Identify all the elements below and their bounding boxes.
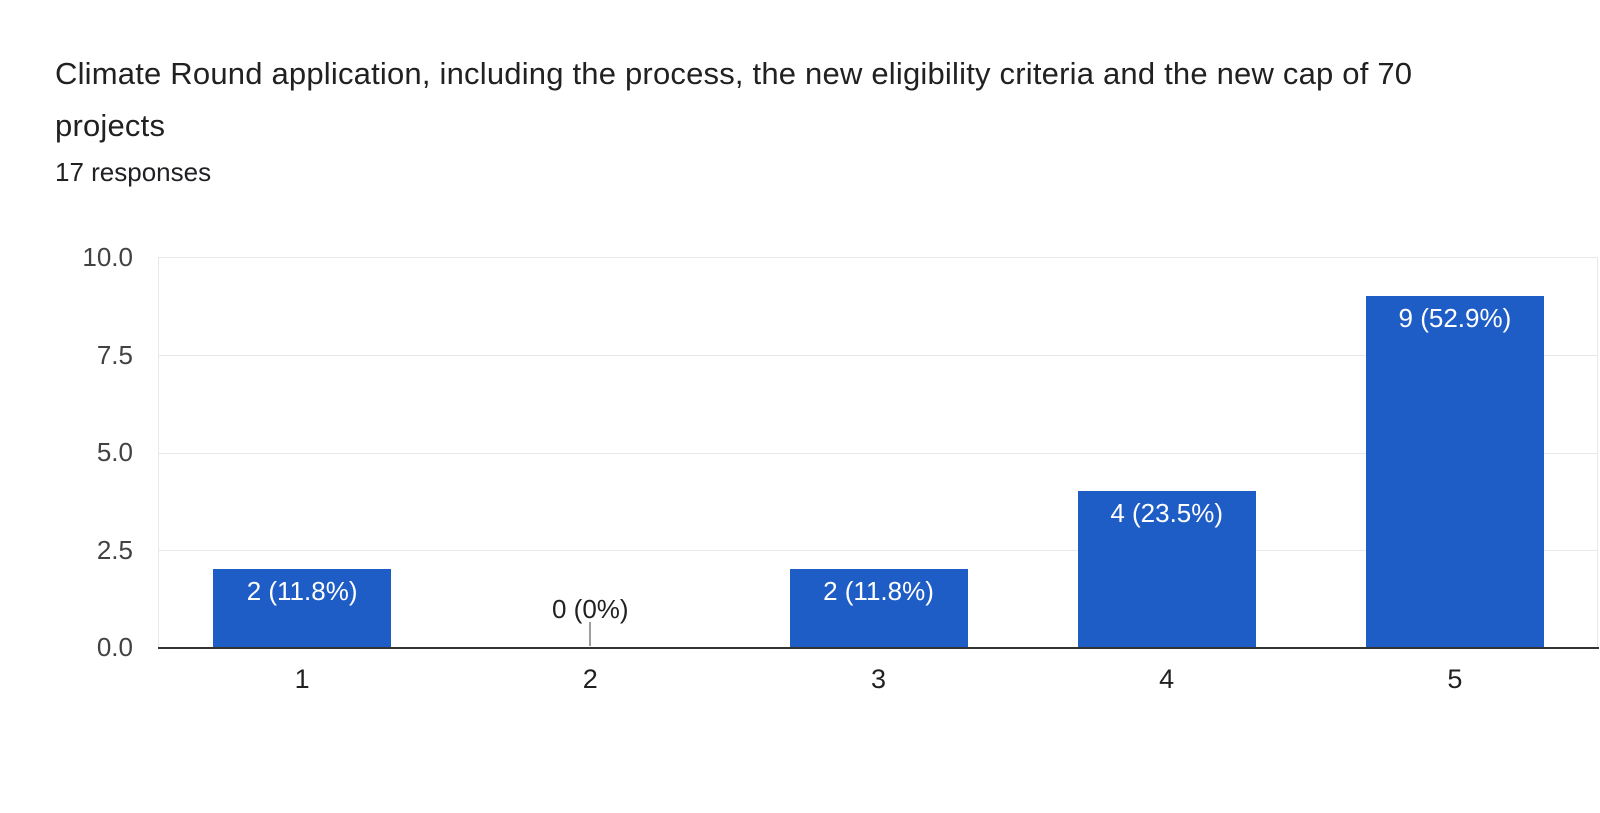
y-tick-label: 5.0 — [96, 437, 133, 467]
bar-value-label: 4 (23.5%) — [1110, 498, 1224, 528]
x-tick-label: 2 — [582, 664, 598, 694]
bar-value-label: 2 (11.8%) — [246, 576, 358, 606]
x-tick-label: 5 — [1447, 664, 1463, 694]
x-tick-label: 3 — [870, 664, 886, 694]
bar-category-4 — [1077, 491, 1256, 647]
bar-value-label: 2 (11.8%) — [823, 576, 934, 606]
zero-value-stub — [589, 622, 592, 646]
responses-count: 17 responses — [55, 157, 212, 187]
bar-value-label: 0 (0%) — [552, 594, 629, 624]
bar-value-label: 9 (52.9%) — [1398, 303, 1512, 333]
bar-category-5 — [1365, 296, 1544, 647]
y-tick-label: 2.5 — [96, 534, 133, 565]
x-tick-label: 4 — [1159, 664, 1175, 694]
bar-category-1 — [213, 569, 392, 647]
x-tick-label: 1 — [294, 664, 310, 694]
gridline-2-5 — [159, 549, 1597, 551]
y-tick-label: 10.0 — [82, 242, 133, 272]
gridline-5-0 — [159, 452, 1597, 454]
question-title: Climate Round application, including the… — [55, 56, 1413, 143]
gridline-7-5 — [159, 355, 1597, 357]
y-tick-label: 7.5 — [96, 339, 133, 370]
y-tick-label: 0.0 — [96, 632, 133, 662]
x-axis-line — [158, 647, 1599, 649]
bar-category-3 — [789, 569, 968, 647]
